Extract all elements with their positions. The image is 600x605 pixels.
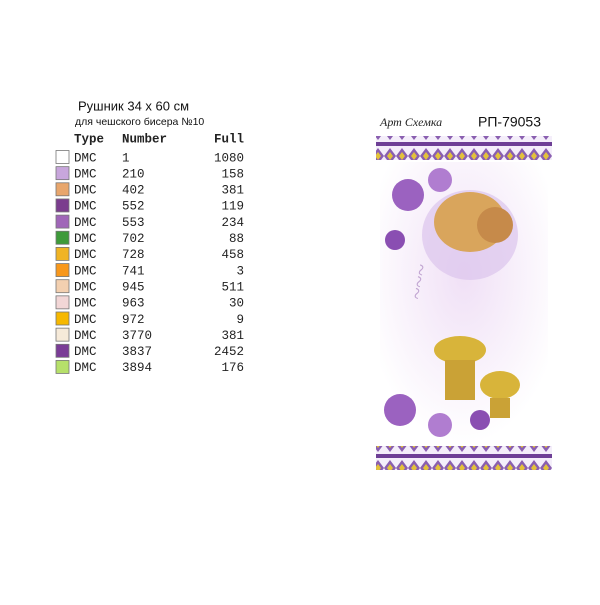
cell: 119 [221, 200, 244, 214]
cell: 3770 [122, 329, 152, 343]
cell: 234 [221, 216, 244, 230]
cell: DMC [74, 313, 97, 327]
brand: Арт Схемка [379, 115, 442, 129]
cell: DMC [74, 297, 97, 311]
cell: DMC [74, 200, 97, 214]
column-header: Number [122, 132, 167, 146]
design-image: ~~~ [376, 136, 552, 470]
swatch [55, 198, 70, 213]
cell: 963 [122, 297, 145, 311]
cell: 3837 [122, 345, 152, 359]
cell: 381 [221, 329, 244, 343]
swatch [55, 230, 70, 245]
swatch [55, 214, 70, 229]
cell: 3 [236, 264, 244, 278]
subtitle: для чешского бисера №10 [75, 116, 204, 128]
cell: 458 [221, 248, 244, 262]
cell: DMC [74, 264, 97, 278]
cell: 553 [122, 216, 145, 230]
cell: DMC [74, 345, 97, 359]
cell: 88 [229, 232, 244, 246]
cell: 176 [221, 361, 244, 375]
cell: 552 [122, 200, 145, 214]
cell: 2452 [214, 345, 244, 359]
cell: DMC [74, 167, 97, 181]
svg-text:~~~: ~~~ [403, 262, 434, 302]
swatch [55, 150, 70, 164]
swatch [55, 311, 70, 326]
cell: 402 [122, 184, 145, 198]
cell: 972 [122, 313, 145, 327]
cell: DMC [74, 248, 97, 262]
swatch [55, 182, 70, 197]
cell: DMC [74, 361, 97, 375]
cell: DMC [74, 280, 97, 294]
column-header: Type [74, 132, 104, 146]
cell: DMC [74, 216, 97, 230]
cell: DMC [74, 232, 97, 246]
swatch [55, 343, 70, 358]
title: Рушник 34 x 60 см [78, 98, 189, 113]
cell: 3894 [122, 361, 152, 375]
swatch [55, 327, 70, 342]
column-header: Full [214, 132, 244, 146]
cell: 728 [122, 248, 145, 262]
code: РП-79053 [478, 114, 541, 130]
cell: 381 [221, 184, 244, 198]
swatch [55, 246, 70, 261]
cell: 1 [122, 151, 130, 165]
cell: 158 [221, 167, 244, 181]
swatch [55, 263, 70, 277]
cell: 1080 [214, 151, 244, 165]
cell: 30 [229, 297, 244, 311]
cell: 741 [122, 264, 145, 278]
cell: 511 [221, 280, 244, 294]
cell: DMC [74, 329, 97, 343]
cell: 945 [122, 280, 145, 294]
swatch [55, 295, 70, 310]
cell: 210 [122, 167, 145, 181]
cell: 702 [122, 232, 145, 246]
swatch [55, 166, 70, 181]
color-table: Type Number Full DMC 1 1080 DMC 210 158 DMC 402 381… [55, 132, 244, 375]
cell: 9 [236, 313, 244, 327]
cell: DMC [74, 184, 97, 198]
swatch [55, 279, 70, 294]
swatch [55, 360, 70, 374]
cell: DMC [74, 151, 97, 165]
